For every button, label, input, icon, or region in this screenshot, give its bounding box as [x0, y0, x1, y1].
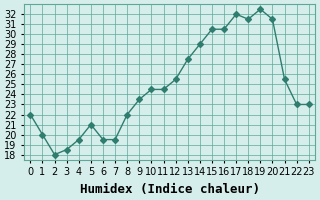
X-axis label: Humidex (Indice chaleur): Humidex (Indice chaleur) — [80, 183, 260, 196]
